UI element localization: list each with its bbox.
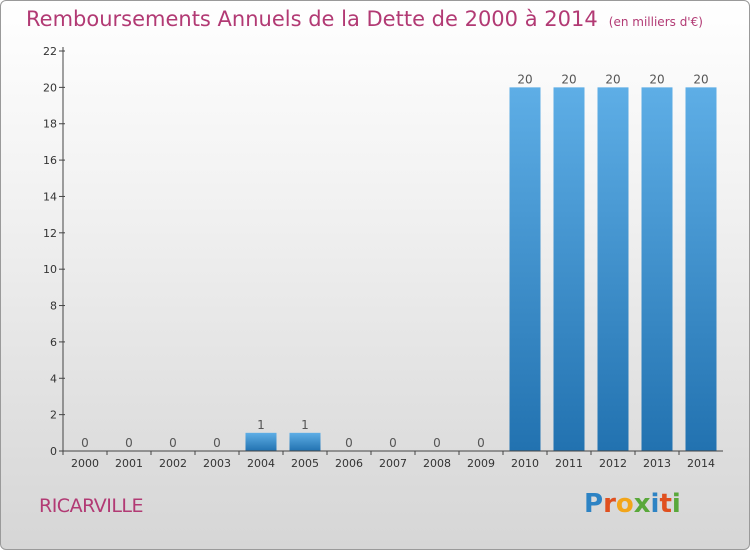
bars-group: 0 0 0 0 1 1 0 0 0 0 20 20 20 20 20 <box>81 72 717 451</box>
y-tick-label: 14 <box>43 190 57 203</box>
chart-title: Remboursements Annuels de la Dette de 20… <box>26 7 703 31</box>
bar <box>597 87 629 451</box>
y-tick-label: 10 <box>43 263 57 276</box>
x-tick-label: 2001 <box>115 457 143 470</box>
logo-letter: i <box>671 489 681 519</box>
x-tick-label: 2008 <box>423 457 451 470</box>
x-tick-label: 2009 <box>467 457 495 470</box>
y-tick-label: 6 <box>50 336 57 349</box>
y-tick-label: 8 <box>50 300 57 313</box>
x-tick-label: 2000 <box>71 457 99 470</box>
bar-value-label: 1 <box>257 418 265 432</box>
x-tick-label: 2006 <box>335 457 363 470</box>
bar-value-label: 0 <box>389 436 397 450</box>
logo-letter: r <box>603 489 616 519</box>
bar <box>245 432 277 451</box>
bar-value-label: 0 <box>125 436 133 450</box>
bar-value-label: 0 <box>213 436 221 450</box>
y-tick-label: 16 <box>43 154 57 167</box>
bar-value-label: 0 <box>169 436 177 450</box>
x-tick-label: 2005 <box>291 457 319 470</box>
x-tick-label: 2003 <box>203 457 231 470</box>
logo-letter: o <box>615 489 634 519</box>
chart-title-main: Remboursements Annuels de la Dette de 20… <box>26 7 598 31</box>
y-tick-label: 12 <box>43 227 57 240</box>
logo-letter: x <box>633 489 651 519</box>
bar <box>641 87 673 451</box>
x-tick-label: 2012 <box>599 457 627 470</box>
y-tick-label: 18 <box>43 118 57 131</box>
x-tick-label: 2011 <box>555 457 583 470</box>
x-tick-label: 2007 <box>379 457 407 470</box>
y-tick-label: 2 <box>50 409 57 422</box>
bar <box>289 432 321 451</box>
bar-value-label: 0 <box>81 436 89 450</box>
bar-value-label: 20 <box>693 72 708 86</box>
y-tick-label: 22 <box>43 45 57 58</box>
bar-value-label: 1 <box>301 418 309 432</box>
commune-name: RICARVILLE <box>39 495 144 517</box>
y-tick-label: 4 <box>50 372 57 385</box>
bar <box>509 87 541 451</box>
bar-value-label: 0 <box>433 436 441 450</box>
axes-group: 2000 2001 2002 2003 2004 2005 2006 2007 2008 2009… <box>43 45 723 470</box>
x-tick-label: 2010 <box>511 457 539 470</box>
x-tick-label: 2004 <box>247 457 275 470</box>
bar-value-label: 0 <box>345 436 353 450</box>
bar-value-label: 20 <box>605 72 620 86</box>
logo-letter: i <box>650 489 660 519</box>
bar-value-label: 0 <box>477 436 485 450</box>
bar-value-label: 20 <box>561 72 576 86</box>
logo-letter: t <box>659 489 672 519</box>
bar <box>685 87 717 451</box>
x-tick-label: 2013 <box>643 457 671 470</box>
y-tick-label: 0 <box>50 445 57 458</box>
y-tick-label: 20 <box>43 81 57 94</box>
x-tick-label: 2014 <box>687 457 715 470</box>
x-tick-label: 2002 <box>159 457 187 470</box>
logo-letter: P <box>584 489 604 519</box>
bar-value-label: 20 <box>517 72 532 86</box>
bar <box>553 87 585 451</box>
proxiti-logo[interactable]: Proxiti <box>584 489 681 519</box>
bar-value-label: 20 <box>649 72 664 86</box>
chart-title-unit: (en milliers d'€) <box>608 15 703 29</box>
